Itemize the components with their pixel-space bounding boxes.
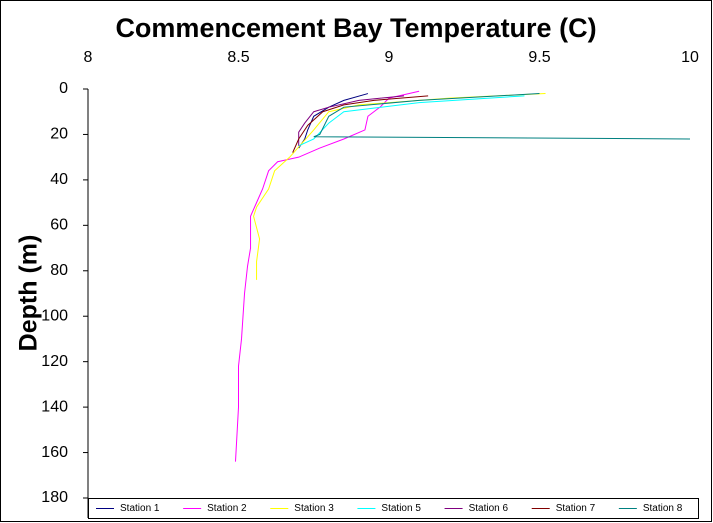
series-line: [313, 93, 691, 140]
legend-label: Station 3: [294, 503, 334, 514]
y-tick-label: 80: [50, 262, 68, 279]
legend-label: Station 1: [120, 503, 160, 514]
series-line: [298, 95, 525, 147]
series-line: [298, 95, 405, 146]
legend-label: Station 8: [643, 503, 683, 514]
x-tick-label: 8.5: [227, 49, 249, 66]
chart-title: Commencement Bay Temperature (C): [115, 13, 596, 43]
y-tick-label: 100: [41, 307, 68, 324]
y-tick-label: 60: [50, 217, 68, 234]
x-tick-label: 9: [385, 49, 394, 66]
y-tick-label: 120: [41, 353, 68, 370]
y-axis-title: Depth (m): [15, 235, 43, 352]
y-tick-label: 20: [50, 126, 68, 143]
x-tick-label: 10: [681, 49, 699, 66]
x-tick-label: 8: [84, 49, 93, 66]
y-tick-label: 40: [50, 171, 68, 188]
series-line: [298, 93, 369, 149]
y-tick-label: 160: [41, 444, 68, 461]
series-line: [292, 95, 429, 153]
legend-box: [88, 498, 699, 519]
series-line: [234, 90, 420, 462]
y-tick-label: 140: [41, 398, 68, 415]
legend-label: Station 5: [381, 503, 421, 514]
legend-label: Station 2: [207, 503, 247, 514]
legend-label: Station 6: [469, 503, 509, 514]
y-tick-label: 180: [41, 489, 68, 506]
y-tick-label: 0: [59, 80, 68, 97]
x-tick-label: 9.5: [528, 49, 550, 66]
legend-label: Station 7: [556, 503, 596, 514]
